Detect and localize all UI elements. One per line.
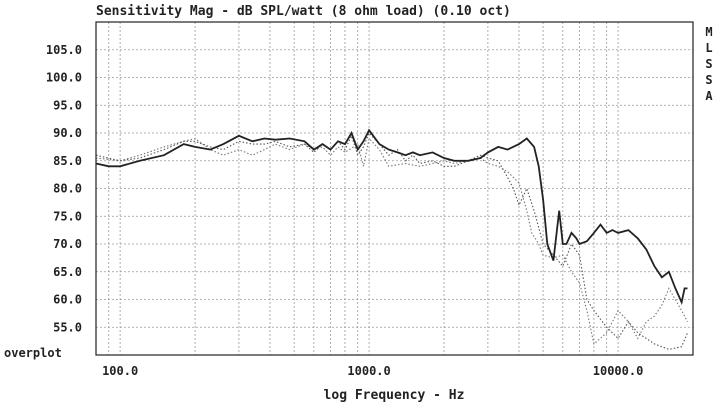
plot-frame [95,21,694,356]
tick-layer: 55.0 60.0 65.0 70.0 75.0 80.0 85.0 90.0 95.0 100.… [46,43,643,378]
y-tick-label: 100.0 [46,71,82,85]
x-tick-label: 1000.0 [347,364,390,378]
series-line [95,128,688,306]
y-tick-label: 90.0 [53,126,82,140]
x-tick-label: 100.0 [102,364,138,378]
side-label-letter: A [705,89,713,103]
series-line [95,137,688,345]
y-tick-label: 70.0 [53,237,82,251]
y-tick-label: 75.0 [53,209,82,223]
y-tick-label: 80.0 [53,182,82,196]
series-line [95,131,689,350]
side-label-letter: S [705,73,712,87]
side-label-letter: M [705,25,712,39]
y-tick-label: 55.0 [53,320,82,334]
y-tick-label: 95.0 [53,98,82,112]
side-label-letter: L [705,41,712,55]
side-label-letter: S [705,57,712,71]
y-tick-label: 65.0 [53,265,82,279]
y-tick-label: 85.0 [53,154,82,168]
y-tick-label: 60.0 [53,293,82,307]
overplot-label: overplot [4,346,62,360]
series-layer [95,128,689,350]
y-tick-label: 105.0 [46,43,82,57]
grid-layer [95,22,694,355]
x-tick-label: 10000.0 [593,364,644,378]
chart-title: Sensitivity Mag - dB SPL/watt (8 ohm loa… [96,4,511,19]
x-axis-label: log Frequency - Hz [324,388,465,403]
